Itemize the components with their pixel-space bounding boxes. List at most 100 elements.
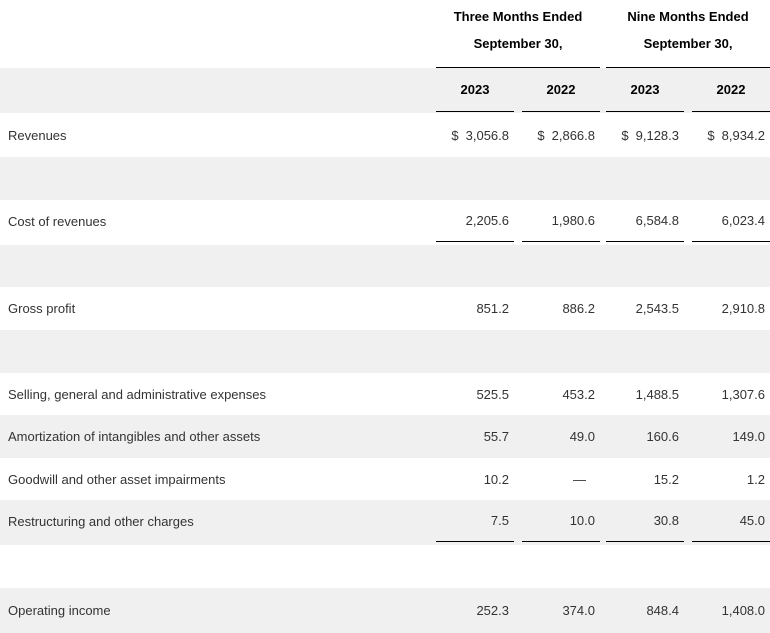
value-cell: 15.2 xyxy=(606,458,684,500)
value-cell: 252.3 xyxy=(436,588,514,633)
row-label: Selling, general and administrative expe… xyxy=(8,386,266,402)
value-cell: 55.7 xyxy=(436,415,514,458)
row-label: Gross profit xyxy=(8,301,76,316)
value-text: 7.5 xyxy=(490,513,509,528)
year-header: 2022 xyxy=(522,68,600,112)
value-cell: $9,128.3 xyxy=(606,113,684,157)
value-text: 848.4 xyxy=(646,603,679,618)
column-group-nine-months: Nine Months Ended September 30, xyxy=(606,0,770,68)
value-text: 453.2 xyxy=(562,386,595,402)
value-text: 1.2 xyxy=(746,471,765,487)
value-text: 6,584.8 xyxy=(635,213,679,228)
value-cell: 453.2 xyxy=(522,373,600,415)
table-row-restructuring: Restructuring and other charges 7.5 10.0… xyxy=(0,500,770,545)
year-header: 2023 xyxy=(436,68,514,112)
row-label: Cost of revenues xyxy=(8,213,107,229)
value-text: 886.2 xyxy=(562,301,595,316)
column-gap xyxy=(514,113,522,157)
column-gap xyxy=(684,287,692,330)
value-text: 149.0 xyxy=(732,429,765,444)
value-cell: 1,488.5 xyxy=(606,373,684,415)
value-cell: 1,980.6 xyxy=(522,200,600,242)
table-row-revenues: Revenues $3,056.8 $2,866.8 $9,128.3 $8,9… xyxy=(0,113,770,157)
row-label: Goodwill and other asset impairments xyxy=(8,471,226,487)
value-cell: 886.2 xyxy=(522,287,600,330)
value-cell: 30.8 xyxy=(606,500,684,542)
value-text: 1,488.5 xyxy=(635,386,679,402)
spacer-row xyxy=(0,245,770,287)
value-text: — xyxy=(573,471,586,487)
value-text: 55.7 xyxy=(483,429,509,444)
value-text: 10.0 xyxy=(569,513,595,528)
value-text: 8,934.2 xyxy=(721,127,765,143)
column-gap xyxy=(684,415,692,458)
column-gap xyxy=(684,68,692,112)
column-gap xyxy=(514,68,522,112)
header-label-spacer xyxy=(0,0,436,68)
value-text: 15.2 xyxy=(653,471,679,487)
value-cell: $3,056.8 xyxy=(436,113,514,157)
value-cell: 49.0 xyxy=(522,415,600,458)
value-text: 45.0 xyxy=(739,513,765,528)
value-cell: 2,205.6 xyxy=(436,200,514,242)
value-text: 851.2 xyxy=(476,301,509,316)
spacer-row xyxy=(0,545,770,588)
column-gap xyxy=(514,415,522,458)
year-header: 2023 xyxy=(606,68,684,112)
row-label: Revenues xyxy=(8,127,67,143)
column-group-three-months: Three Months Ended September 30, xyxy=(436,0,600,68)
value-cell: 848.4 xyxy=(606,588,684,633)
column-gap xyxy=(514,287,522,330)
period-title-line2: September 30, xyxy=(643,35,733,51)
period-title-line2: September 30, xyxy=(473,35,563,51)
row-label: Amortization of intangibles and other as… xyxy=(8,429,261,444)
column-gap xyxy=(684,588,692,633)
row-label: Operating income xyxy=(8,603,111,618)
value-text: 2,866.8 xyxy=(551,127,595,143)
value-cell: 2,543.5 xyxy=(606,287,684,330)
value-text: 2,910.8 xyxy=(721,301,765,316)
value-cell: 374.0 xyxy=(522,588,600,633)
value-cell: 2,910.8 xyxy=(692,287,770,330)
value-cell: 10.0 xyxy=(522,500,600,542)
currency-symbol: $ xyxy=(451,127,459,143)
years-row: 2023 2022 2023 2022 xyxy=(0,68,770,113)
table-row-cost-of-revenues: Cost of revenues 2,205.6 1,980.6 6,584.8… xyxy=(0,200,770,245)
year-header: 2022 xyxy=(692,68,770,112)
value-cell: 7.5 xyxy=(436,500,514,542)
value-cell: 45.0 xyxy=(692,500,770,542)
header-row: Three Months Ended September 30, Nine Mo… xyxy=(0,0,770,68)
column-gap xyxy=(684,200,692,242)
value-text: 3,056.8 xyxy=(465,127,509,143)
currency-symbol: $ xyxy=(707,127,715,143)
value-cell: 1,307.6 xyxy=(692,373,770,415)
period-title-line1: Three Months Ended xyxy=(453,9,583,24)
years-label-spacer xyxy=(0,68,436,112)
row-label: Restructuring and other charges xyxy=(8,513,194,529)
currency-symbol: $ xyxy=(621,127,629,143)
column-gap xyxy=(684,113,692,157)
spacer-row xyxy=(0,157,770,200)
column-gap xyxy=(684,458,692,500)
column-gap xyxy=(684,373,692,415)
column-gap xyxy=(514,200,522,242)
value-text: 49.0 xyxy=(569,429,595,444)
table-row-sga-expenses: Selling, general and administrative expe… xyxy=(0,373,770,415)
value-text: 9,128.3 xyxy=(635,127,679,143)
table-row-operating-income: Operating income 252.3 374.0 848.4 1,408… xyxy=(0,588,770,633)
value-text: 252.3 xyxy=(476,603,509,618)
value-cell: 160.6 xyxy=(606,415,684,458)
column-gap xyxy=(514,373,522,415)
value-text: 6,023.4 xyxy=(721,213,765,228)
spacer-row xyxy=(0,330,770,373)
column-gap xyxy=(684,500,692,542)
value-text: 1,408.0 xyxy=(721,603,765,618)
value-cell: 6,023.4 xyxy=(692,200,770,242)
value-text: 525.5 xyxy=(476,386,509,402)
value-cell: 1,408.0 xyxy=(692,588,770,633)
column-gap xyxy=(514,588,522,633)
value-text: 2,543.5 xyxy=(635,301,679,316)
value-cell: — xyxy=(522,458,600,500)
value-text: 10.2 xyxy=(483,471,509,487)
